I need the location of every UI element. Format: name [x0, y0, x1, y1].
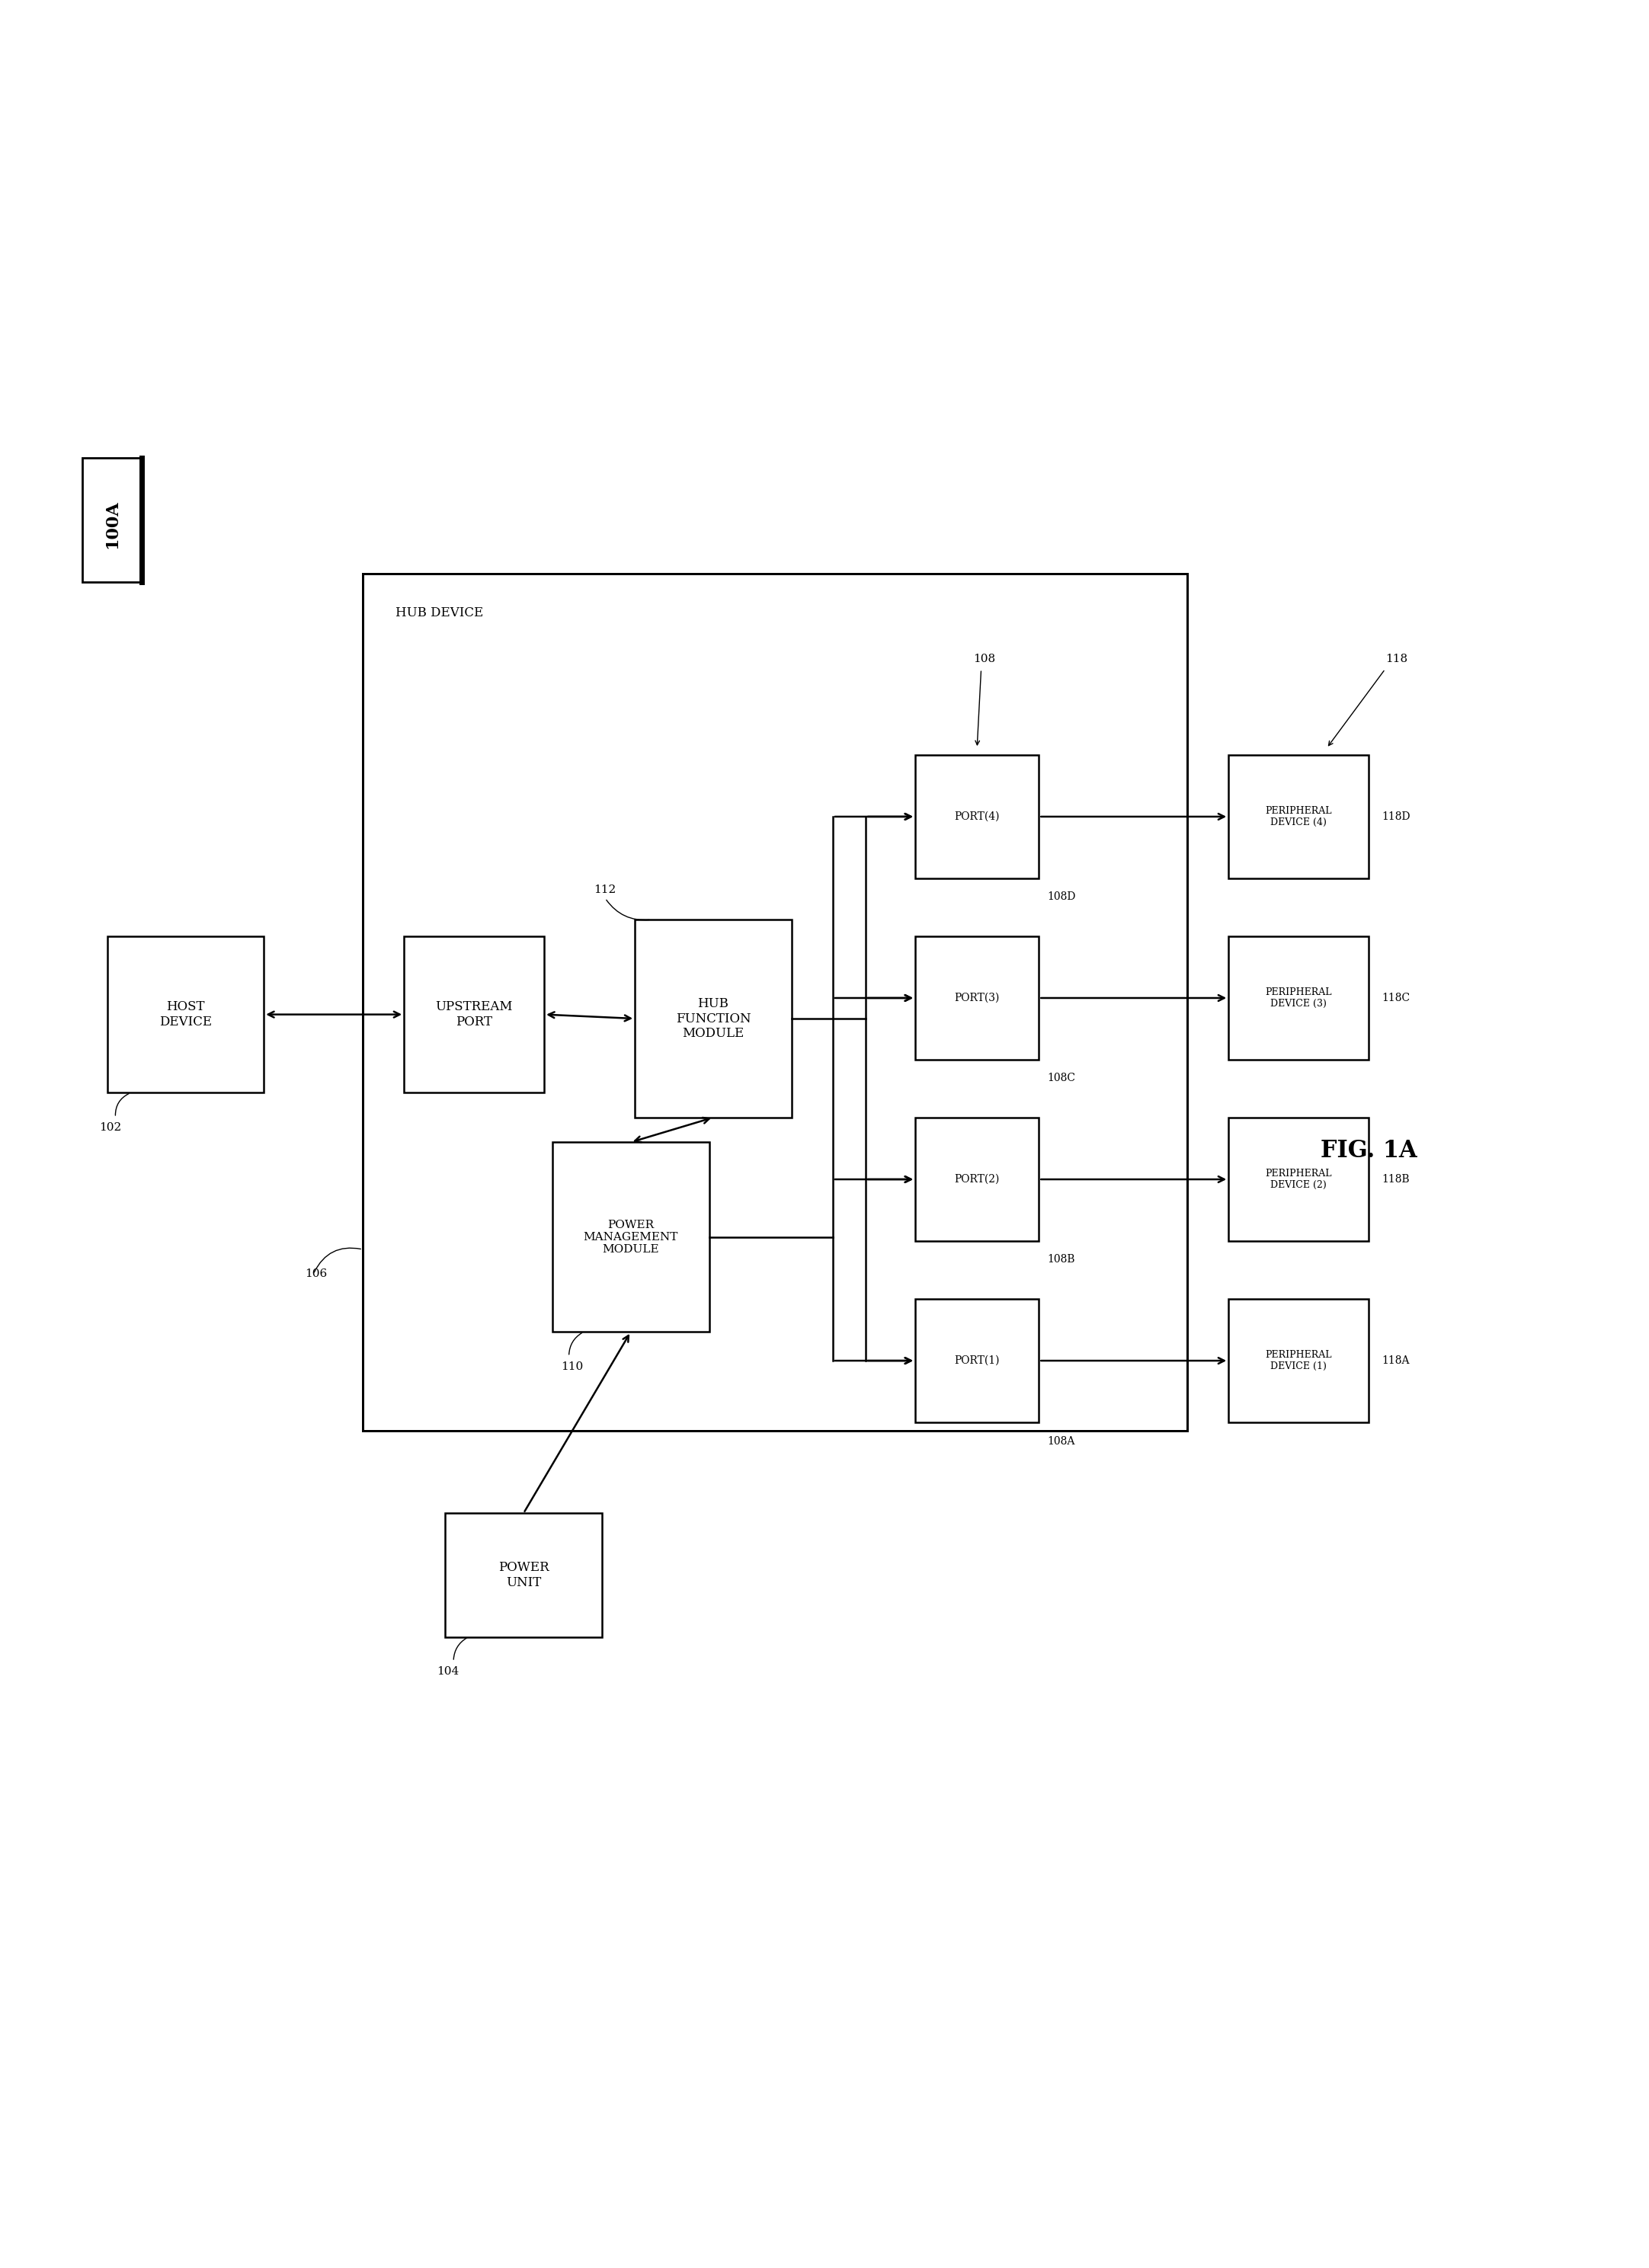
Text: 108A: 108A	[1047, 1436, 1075, 1447]
FancyBboxPatch shape	[915, 755, 1039, 878]
FancyBboxPatch shape	[82, 458, 142, 581]
Text: HUB
FUNCTION
MODULE: HUB FUNCTION MODULE	[676, 998, 750, 1041]
FancyBboxPatch shape	[1229, 1300, 1369, 1422]
Text: PORT(4): PORT(4)	[955, 812, 999, 821]
Text: PORT(2): PORT(2)	[955, 1175, 999, 1184]
Text: 118A: 118A	[1382, 1356, 1410, 1365]
FancyBboxPatch shape	[915, 1118, 1039, 1241]
Text: 118C: 118C	[1382, 993, 1410, 1002]
Text: 118: 118	[1385, 653, 1407, 665]
Text: 104: 104	[437, 1667, 460, 1676]
Text: PERIPHERAL
DEVICE (4): PERIPHERAL DEVICE (4)	[1265, 805, 1332, 828]
FancyBboxPatch shape	[915, 1300, 1039, 1422]
FancyBboxPatch shape	[1229, 1118, 1369, 1241]
Text: POWER
UNIT: POWER UNIT	[498, 1560, 549, 1590]
Text: 108B: 108B	[1047, 1254, 1075, 1266]
Text: PERIPHERAL
DEVICE (2): PERIPHERAL DEVICE (2)	[1265, 1168, 1332, 1191]
FancyBboxPatch shape	[915, 937, 1039, 1059]
Text: 106: 106	[305, 1268, 328, 1279]
Text: HOST
DEVICE: HOST DEVICE	[160, 1000, 211, 1027]
Text: UPSTREAM
PORT: UPSTREAM PORT	[435, 1000, 513, 1027]
Text: PERIPHERAL
DEVICE (3): PERIPHERAL DEVICE (3)	[1265, 987, 1332, 1009]
FancyBboxPatch shape	[445, 1513, 602, 1637]
FancyBboxPatch shape	[404, 937, 544, 1093]
FancyBboxPatch shape	[1229, 937, 1369, 1059]
Text: FIG. 1A: FIG. 1A	[1321, 1139, 1416, 1161]
FancyBboxPatch shape	[107, 937, 264, 1093]
Text: 102: 102	[99, 1123, 122, 1134]
Text: 100A: 100A	[104, 499, 120, 549]
Text: HUB DEVICE: HUB DEVICE	[396, 606, 483, 619]
FancyBboxPatch shape	[552, 1143, 709, 1331]
Text: PERIPHERAL
DEVICE (1): PERIPHERAL DEVICE (1)	[1265, 1349, 1332, 1372]
Text: 110: 110	[561, 1361, 584, 1372]
Text: 118B: 118B	[1382, 1175, 1410, 1184]
FancyBboxPatch shape	[635, 921, 792, 1118]
Text: 108C: 108C	[1047, 1073, 1075, 1084]
Text: PORT(1): PORT(1)	[955, 1356, 999, 1365]
Text: 118D: 118D	[1382, 812, 1410, 821]
Text: POWER
MANAGEMENT
MODULE: POWER MANAGEMENT MODULE	[584, 1220, 678, 1254]
Text: 112: 112	[594, 885, 617, 896]
Text: PORT(3): PORT(3)	[955, 993, 999, 1002]
FancyBboxPatch shape	[1229, 755, 1369, 878]
Text: 108D: 108D	[1047, 891, 1075, 903]
FancyBboxPatch shape	[363, 574, 1187, 1431]
Text: 100A: 100A	[101, 474, 120, 528]
Text: 108: 108	[973, 653, 994, 665]
